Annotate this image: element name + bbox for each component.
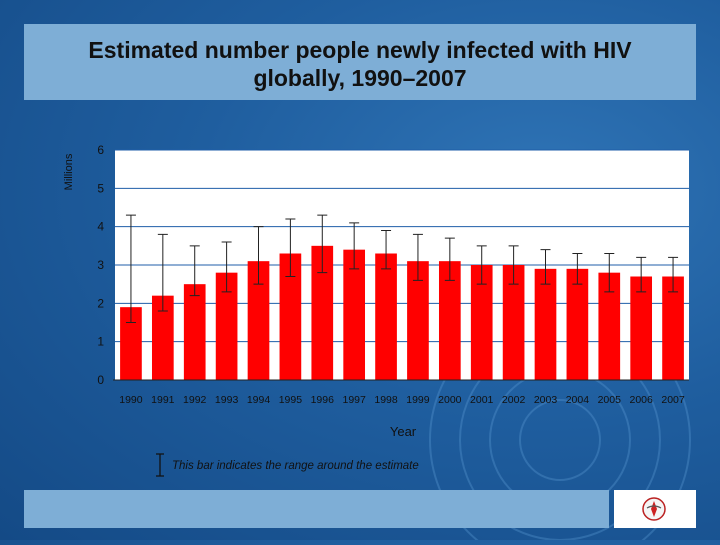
x-tick-label: 1997 [342, 394, 366, 406]
x-tick-label: 2001 [470, 394, 494, 406]
error-bar [444, 237, 455, 281]
error-bar [125, 214, 136, 323]
bar [662, 276, 684, 380]
chart-title-line-2: globally, 1990–2007 [253, 65, 467, 91]
error-bar [508, 245, 519, 285]
bar [598, 272, 621, 380]
y-tick-label: 1 [97, 335, 104, 349]
legend-range-icon [156, 453, 164, 477]
chart-title: Estimated number people newly infected w… [24, 36, 696, 92]
x-tick-label: 1998 [374, 394, 398, 406]
footer-band [24, 490, 609, 528]
bar [470, 265, 493, 380]
x-tick-label: 1999 [406, 394, 430, 406]
error-bar [668, 256, 679, 293]
bar [566, 268, 589, 380]
y-tick-label: 2 [97, 296, 104, 310]
x-tick-label: 2005 [598, 394, 622, 406]
x-tick-label: 2006 [629, 394, 653, 406]
error-bar [381, 230, 392, 270]
bar [534, 268, 557, 380]
bar [407, 261, 429, 380]
x-tick-label: 1994 [247, 394, 271, 406]
error-bar [604, 253, 615, 293]
error-bar [285, 218, 296, 277]
bar [279, 253, 302, 380]
x-axis-label: Year [390, 424, 417, 439]
error-bar [189, 245, 200, 297]
bar [247, 261, 270, 380]
bar [183, 284, 206, 380]
error-bar [221, 241, 232, 293]
bar [502, 265, 525, 380]
x-tick-label: 1992 [183, 394, 207, 406]
title-band [24, 24, 696, 100]
bar [630, 276, 653, 380]
x-tick-label: 2007 [661, 394, 685, 406]
legend-text: This bar indicates the range around the … [172, 460, 419, 472]
x-tick-label: 2002 [502, 394, 526, 406]
y-tick-label: 4 [97, 220, 104, 234]
bar [311, 245, 334, 380]
chart-title-line-1: Estimated number people newly infected w… [88, 37, 632, 63]
error-bar [412, 233, 423, 281]
error-bar [572, 253, 583, 285]
legend: This bar indicates the range around the … [156, 453, 419, 477]
x-tick-label: 2003 [534, 394, 558, 406]
x-tick-label: 1990 [119, 394, 143, 406]
error-bar [253, 226, 264, 285]
bar [438, 261, 461, 380]
error-bar [317, 214, 328, 274]
y-tick-label: 6 [97, 143, 104, 157]
error-bar [476, 245, 487, 285]
bar [343, 249, 366, 380]
error-bar [349, 222, 360, 270]
bar [120, 307, 142, 380]
y-tick-label: 3 [97, 258, 104, 272]
bar [151, 295, 174, 380]
error-bar [636, 256, 647, 293]
x-tick-label: 2000 [438, 394, 462, 406]
y-tick-label: 0 [97, 373, 104, 387]
x-tick-label: 1993 [215, 394, 239, 406]
logo-icon [642, 497, 666, 521]
x-tick-label: 2004 [566, 394, 590, 406]
logo-box [614, 490, 696, 528]
y-axis-label: Millions [63, 153, 75, 190]
error-bar [157, 233, 168, 312]
bar [215, 272, 238, 380]
x-tick-label: 1995 [279, 394, 303, 406]
x-tick-label: 1996 [311, 394, 335, 406]
bar [375, 253, 397, 380]
x-tick-label: 1991 [151, 394, 175, 406]
y-tick-label: 5 [97, 181, 104, 195]
error-bar [540, 249, 551, 285]
